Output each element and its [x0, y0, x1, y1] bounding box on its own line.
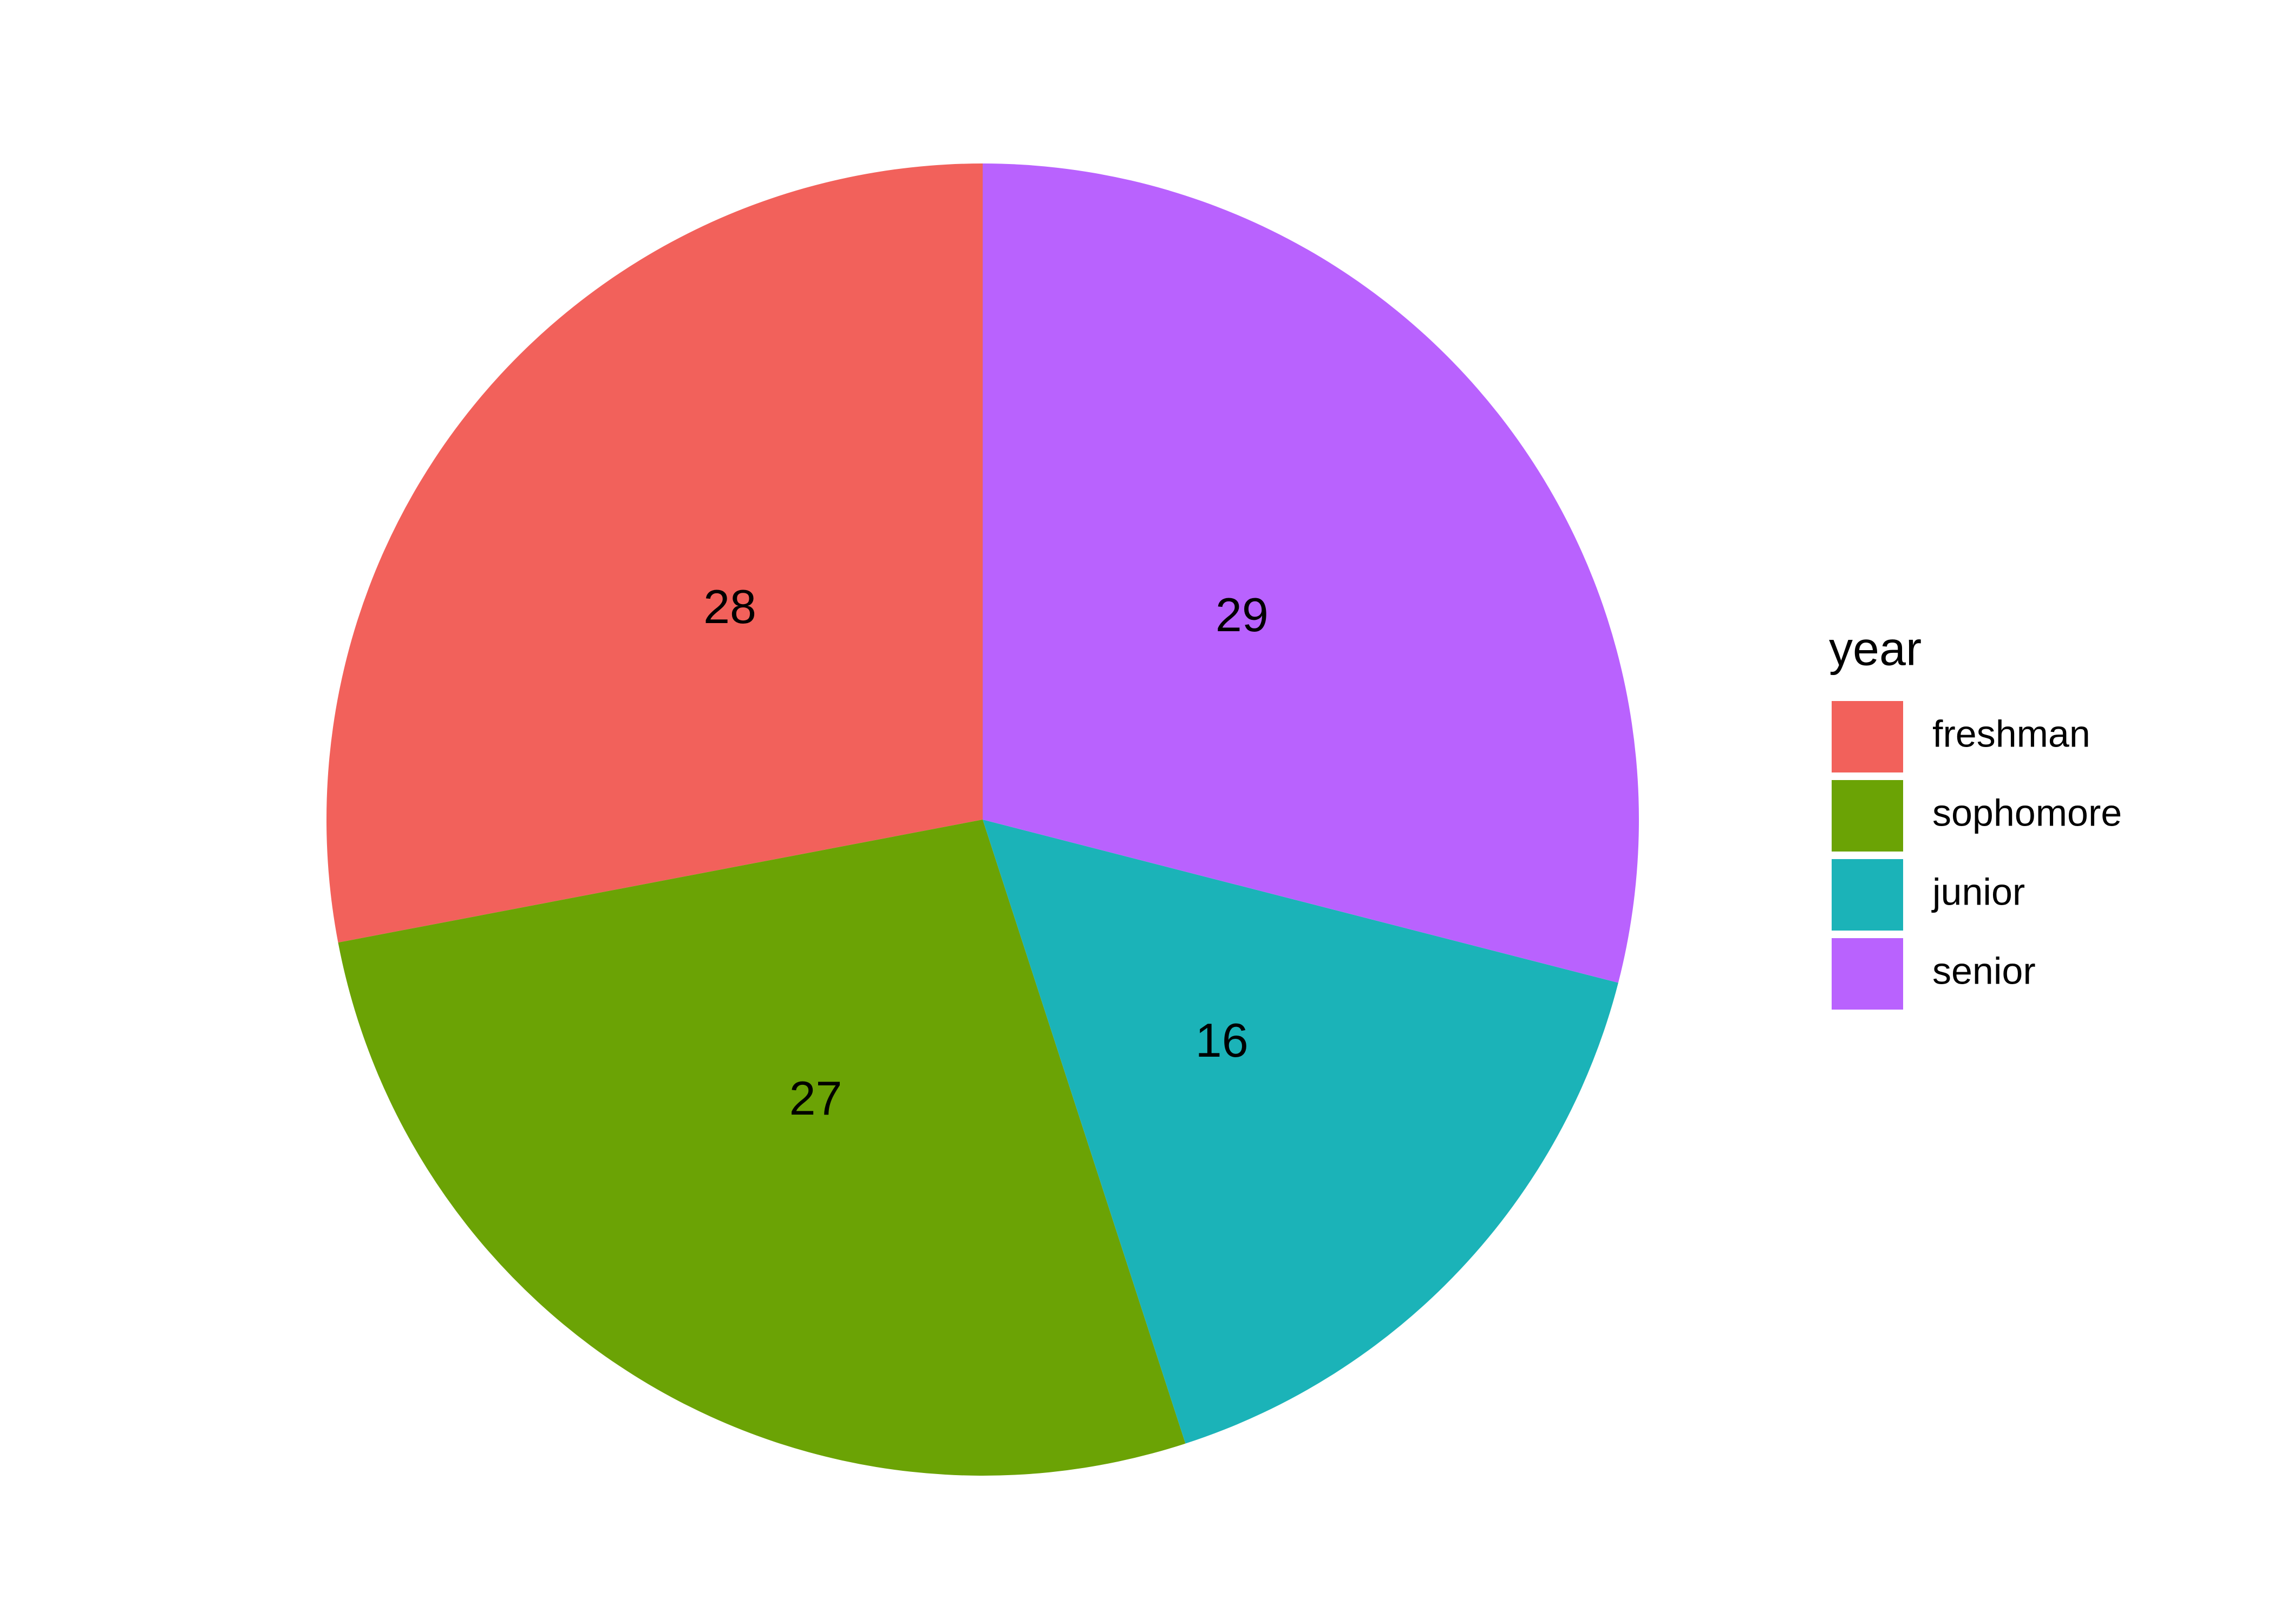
pie-slice [326, 163, 983, 943]
slice-label: 27 [789, 1071, 842, 1125]
legend-key [1832, 859, 1903, 931]
legend-title: year [1829, 621, 1922, 675]
legend-label: senior [1932, 949, 2036, 992]
legend-label: junior [1931, 870, 2025, 913]
legend-key [1832, 938, 1903, 1010]
legend-label: freshman [1932, 712, 2090, 755]
pie-slice [983, 820, 1618, 1444]
pie-slice [338, 820, 1186, 1476]
legend-key [1832, 780, 1903, 852]
pie-slice [983, 163, 1639, 983]
slice-label: 28 [703, 580, 756, 633]
legend-key [1832, 701, 1903, 772]
slice-label: 29 [1216, 588, 1269, 641]
slice-label: 16 [1195, 1013, 1249, 1067]
legend-label: sophomore [1932, 791, 2122, 834]
